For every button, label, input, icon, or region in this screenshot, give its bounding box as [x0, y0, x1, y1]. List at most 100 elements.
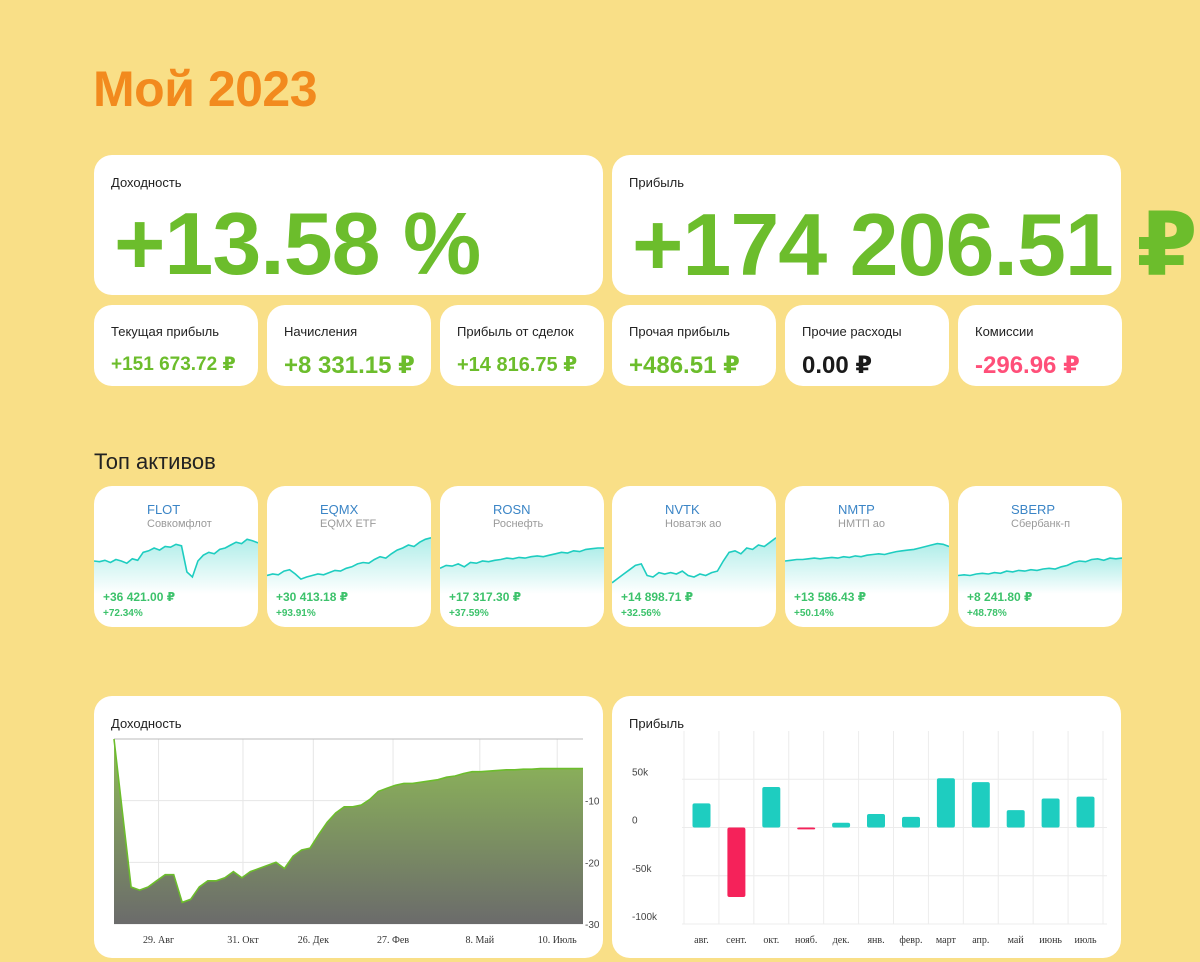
page-title: Мой 2023: [93, 61, 318, 117]
sparkline-area: [94, 539, 258, 594]
metric-label: Прибыль от сделок: [457, 324, 574, 339]
asset-sparkline: [958, 557, 1122, 594]
sparkline-line: [267, 537, 431, 581]
yield-line: [113, 738, 583, 904]
profit-x-tick: янв.: [867, 935, 884, 946]
yield-chart-card: Доходность 29. Авг 31. Окт 26. Дек 27. Фев 8…: [94, 696, 603, 958]
profit-x-tick: окт.: [763, 935, 779, 946]
profit-x-tick: февр.: [899, 935, 922, 946]
asset-name: Сбербанк-п: [1011, 518, 1071, 530]
asset-ticker: NMTP: [838, 502, 875, 517]
profit-bar: [692, 803, 711, 828]
yield-summary-value: +13.58 %: [114, 194, 481, 293]
profit-summary-value: +174 206.51 ₽: [632, 195, 1197, 294]
asset-name: Роснефть: [493, 518, 544, 530]
metric-value: -296.96 ₽: [975, 352, 1080, 379]
metric-value: +14 816.75 ₽: [457, 354, 578, 376]
asset-ticker: NVTK: [665, 502, 700, 517]
metric-card-other-expenses: Прочие расходы 0.00 ₽: [785, 305, 949, 386]
asset-card[interactable]: EQMX EQMX ETF +30 413.18 ₽ +93.91%: [267, 486, 431, 627]
asset-sparkline: [785, 542, 949, 594]
metric-value: +486.51 ₽: [629, 352, 740, 379]
yield-area: [114, 739, 583, 924]
profit-bar: [867, 814, 885, 828]
profit-bar: [1006, 810, 1025, 828]
metric-value: 0.00 ₽: [802, 352, 873, 379]
yield-x-tick: 10. Июль: [538, 935, 577, 946]
metric-label: Прочая прибыль: [629, 324, 730, 339]
asset-profit: +14 898.71 ₽: [621, 590, 694, 604]
profit-x-tick: июнь: [1039, 935, 1062, 946]
profit-x-tick: сент.: [726, 935, 746, 946]
yield-x-tick: 26. Дек: [298, 935, 329, 946]
sparkline-line: [94, 538, 258, 579]
profit-y-tick: -50k: [632, 864, 652, 875]
sparkline-area: [958, 558, 1122, 594]
sparkline-area: [785, 543, 949, 594]
yield-x-tick: 31. Окт: [227, 935, 259, 946]
asset-card[interactable]: NMTP НМТП ао +13 586.43 ₽ +50.14%: [785, 486, 949, 627]
yield-x-tick: 27. Фев: [377, 935, 409, 946]
yield-summary-card: Доходность +13.58 %: [94, 155, 603, 295]
sparkline-area: [440, 548, 604, 594]
profit-bar: [902, 816, 920, 828]
asset-percent: +93.91%: [276, 608, 316, 619]
profit-summary-card: Прибыль +174 206.51 ₽: [612, 155, 1197, 295]
profit-bar: [727, 827, 746, 897]
asset-card[interactable]: NVTK Новатэк ао +14 898.71 ₽ +32.56%: [612, 486, 776, 627]
profit-y-tick: -100k: [632, 912, 658, 923]
profit-y-tick: 0: [632, 816, 638, 827]
asset-card[interactable]: SBERP Сбербанк-п +8 241.80 ₽ +48.78%: [958, 486, 1122, 627]
profit-bar: [832, 822, 851, 828]
metric-value: +8 331.15 ₽: [284, 352, 415, 379]
profit-x-tick: авг.: [694, 935, 709, 946]
asset-card[interactable]: FLOT Совкомфлот +36 421.00 ₽ +72.34%: [94, 486, 258, 627]
profit-bar: [797, 827, 816, 830]
asset-percent: +72.34%: [103, 608, 143, 619]
profit-summary-label: Прибыль: [629, 175, 684, 190]
asset-profit: +30 413.18 ₽: [276, 590, 349, 604]
asset-percent: +32.56%: [621, 608, 661, 619]
metric-label: Комиссии: [975, 324, 1034, 339]
sparkline-line: [958, 557, 1122, 577]
metric-card-other-profit: Прочая прибыль +486.51 ₽: [612, 305, 776, 386]
profit-bar: [1041, 798, 1060, 828]
profit-chart[interactable]: 50k 0 -50k -100k авг. сент. окт. нояб. дек. янв. ф…: [612, 696, 1121, 958]
asset-card[interactable]: ROSN Роснефть +17 317.30 ₽ +37.59%: [440, 486, 604, 627]
metric-card-commissions: Комиссии -296.96 ₽: [958, 305, 1122, 386]
asset-ticker: EQMX: [320, 502, 359, 517]
asset-profit: +8 241.80 ₽: [967, 590, 1033, 604]
asset-sparkline: [612, 537, 776, 594]
profit-x-tick: март: [936, 935, 957, 946]
asset-name: НМТП ао: [838, 518, 886, 530]
top-assets-title: Топ активов: [94, 449, 216, 474]
asset-name: Новатэк ао: [665, 518, 722, 530]
asset-name: Совкомфлот: [147, 518, 212, 530]
metric-label: Прочие расходы: [802, 324, 902, 339]
profit-x-tick: дек.: [833, 935, 850, 946]
yield-y-tick: -10: [585, 797, 600, 808]
asset-percent: +48.78%: [967, 608, 1007, 619]
asset-sparkline: [267, 537, 431, 594]
asset-ticker: SBERP: [1011, 502, 1056, 517]
asset-name: EQMX ETF: [320, 518, 377, 530]
metric-label: Текущая прибыль: [111, 324, 220, 339]
profit-y-tick: 50k: [632, 767, 649, 778]
asset-profit: +36 421.00 ₽: [103, 590, 176, 604]
asset-ticker: ROSN: [493, 502, 531, 517]
profit-x-tick: нояб.: [795, 935, 817, 946]
yield-y-tick: -30: [585, 920, 600, 931]
yield-chart[interactable]: 29. Авг 31. Окт 26. Дек 27. Фев 8. Май 10. Ию…: [94, 696, 603, 958]
profit-bar: [936, 778, 955, 828]
metric-card-current-profit: Текущая прибыль +151 673.72 ₽: [94, 305, 258, 386]
asset-ticker: FLOT: [147, 502, 181, 517]
asset-sparkline: [94, 538, 258, 594]
yield-chart-label: Доходность: [111, 716, 182, 731]
yield-x-tick: 8. Май: [465, 935, 494, 946]
profit-bar: [971, 782, 990, 828]
sparkline-area: [267, 537, 431, 594]
sparkline-area: [612, 537, 776, 594]
sparkline-line: [440, 547, 604, 570]
metric-card-accruals: Начисления +8 331.15 ₽: [267, 305, 431, 386]
profit-chart-label: Прибыль: [629, 716, 684, 731]
